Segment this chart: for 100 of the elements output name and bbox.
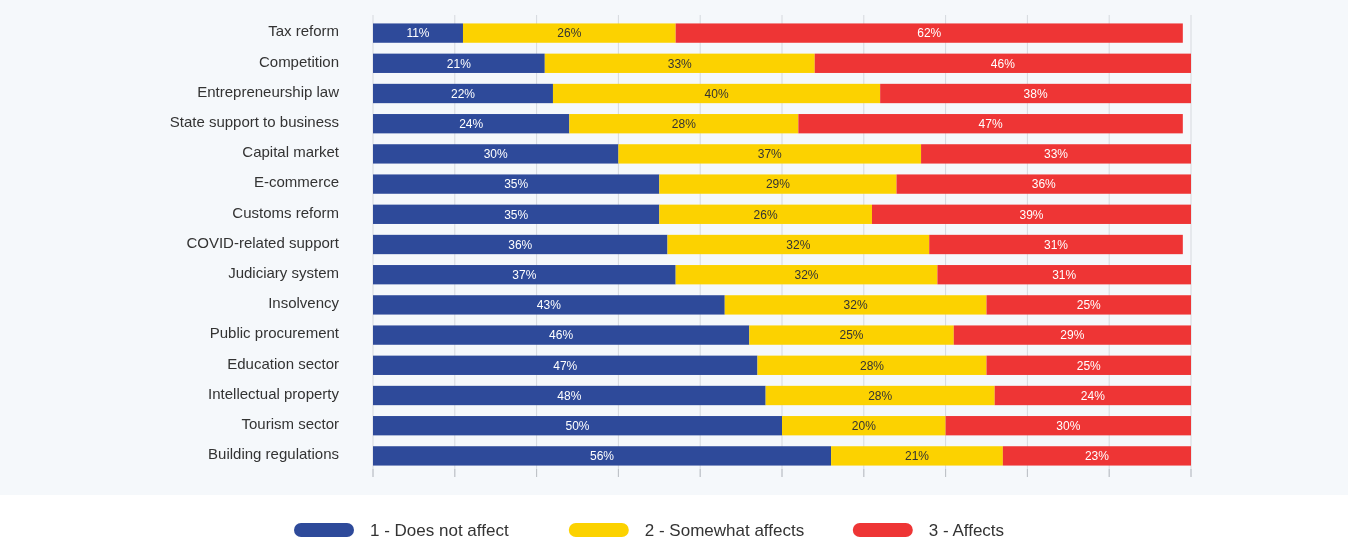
- bar: [986, 295, 1191, 315]
- data-label: 38%: [1023, 86, 1048, 101]
- y-tick-label: Insolvency: [268, 294, 340, 312]
- data-label: 46%: [549, 328, 574, 343]
- bar: [373, 325, 750, 345]
- bar: [896, 174, 1191, 194]
- y-tick-label: Tourism sector: [241, 414, 339, 432]
- data-label: 25%: [1076, 298, 1102, 313]
- bar: [569, 114, 799, 134]
- bar: [724, 295, 987, 315]
- bar: [373, 355, 758, 375]
- bar: [373, 295, 725, 315]
- data-label: 29%: [1060, 328, 1085, 343]
- bar: [373, 416, 782, 436]
- data-label: 36%: [1031, 177, 1057, 192]
- data-label: 28%: [859, 358, 885, 373]
- legend-label: 3 - Affects: [928, 520, 1005, 540]
- y-tick-label: Judiciary system: [228, 263, 339, 281]
- y-tick-label: Intellectual property: [208, 384, 340, 402]
- y-tick-label: Capital market: [242, 143, 340, 161]
- bar: [462, 23, 676, 43]
- bar: [373, 234, 668, 255]
- data-label: 39%: [1019, 207, 1044, 222]
- data-label: 31%: [1052, 267, 1077, 282]
- bar: [373, 114, 570, 134]
- y-tick-label: Education sector: [227, 354, 339, 372]
- bar: [373, 23, 463, 43]
- data-label: 56%: [590, 449, 615, 464]
- bar: [675, 265, 938, 285]
- data-label: 20%: [851, 418, 877, 433]
- bar: [618, 144, 922, 164]
- data-label: 46%: [990, 56, 1016, 71]
- bar: [659, 204, 872, 224]
- legend-label: 1 - Does not affect: [370, 520, 509, 540]
- data-label: 33%: [667, 56, 693, 71]
- data-label: 21%: [446, 56, 472, 71]
- bar: [937, 265, 1191, 285]
- y-tick-label: Tax reform: [268, 22, 339, 40]
- bar: [552, 83, 881, 104]
- data-label: 50%: [565, 418, 590, 433]
- data-label: 30%: [1056, 418, 1081, 433]
- bar: [953, 325, 1191, 345]
- data-label: 30%: [483, 147, 509, 162]
- data-label: 47%: [553, 358, 578, 373]
- data-label: 47%: [978, 116, 1003, 131]
- bar: [782, 416, 946, 436]
- data-label: 43%: [536, 298, 562, 313]
- data-label: 26%: [753, 207, 778, 222]
- data-label: 11%: [406, 26, 430, 41]
- bar: [659, 174, 897, 194]
- data-label: 33%: [1044, 147, 1069, 162]
- bar: [373, 83, 553, 104]
- data-label: 23%: [1084, 449, 1110, 464]
- data-label: 62%: [917, 26, 942, 41]
- data-label: 28%: [868, 388, 893, 403]
- y-tick-label: Public procurement: [209, 324, 340, 342]
- bar: [831, 446, 1003, 466]
- data-label: 24%: [1080, 388, 1106, 403]
- data-label: 24%: [459, 116, 484, 131]
- bar: [814, 53, 1191, 73]
- y-tick-label: Building regulations: [208, 445, 339, 463]
- bar: [373, 204, 660, 224]
- data-label: 28%: [671, 116, 697, 131]
- data-label: 29%: [765, 177, 791, 192]
- bar: [798, 114, 1183, 134]
- data-label: 48%: [557, 388, 582, 403]
- bar: [675, 23, 1183, 43]
- data-label: 40%: [704, 86, 729, 101]
- bar: [373, 446, 832, 466]
- data-label: 26%: [557, 26, 582, 41]
- data-label: 31%: [1044, 237, 1069, 252]
- bar: [373, 144, 619, 164]
- data-label: 22%: [450, 86, 476, 101]
- data-label: 21%: [904, 449, 930, 464]
- bar: [749, 325, 954, 345]
- bar: [871, 204, 1191, 224]
- data-label: 36%: [508, 237, 533, 252]
- data-label: 32%: [843, 298, 868, 313]
- bar: [929, 234, 1183, 255]
- bar: [880, 83, 1191, 104]
- bar: [373, 385, 766, 406]
- bar: [667, 234, 930, 255]
- data-label: 32%: [794, 267, 819, 282]
- y-tick-label: State support to business: [169, 112, 339, 130]
- data-label: 37%: [757, 147, 783, 162]
- bar: [765, 385, 995, 406]
- bar: [1002, 446, 1191, 466]
- data-label: 32%: [786, 237, 811, 252]
- y-tick-label: Entrepreneurship law: [197, 82, 340, 100]
- bar: [757, 355, 987, 375]
- bar: [373, 265, 676, 285]
- bar: [544, 53, 815, 73]
- data-label: 35%: [504, 207, 529, 222]
- bar: [373, 53, 545, 73]
- bar: [373, 174, 660, 194]
- y-tick-label: Customs reform: [232, 203, 339, 221]
- legend-label: 2 - Somewhat affects: [644, 520, 805, 540]
- bar: [921, 144, 1191, 164]
- bar: [945, 416, 1191, 436]
- data-label: 25%: [1076, 358, 1102, 373]
